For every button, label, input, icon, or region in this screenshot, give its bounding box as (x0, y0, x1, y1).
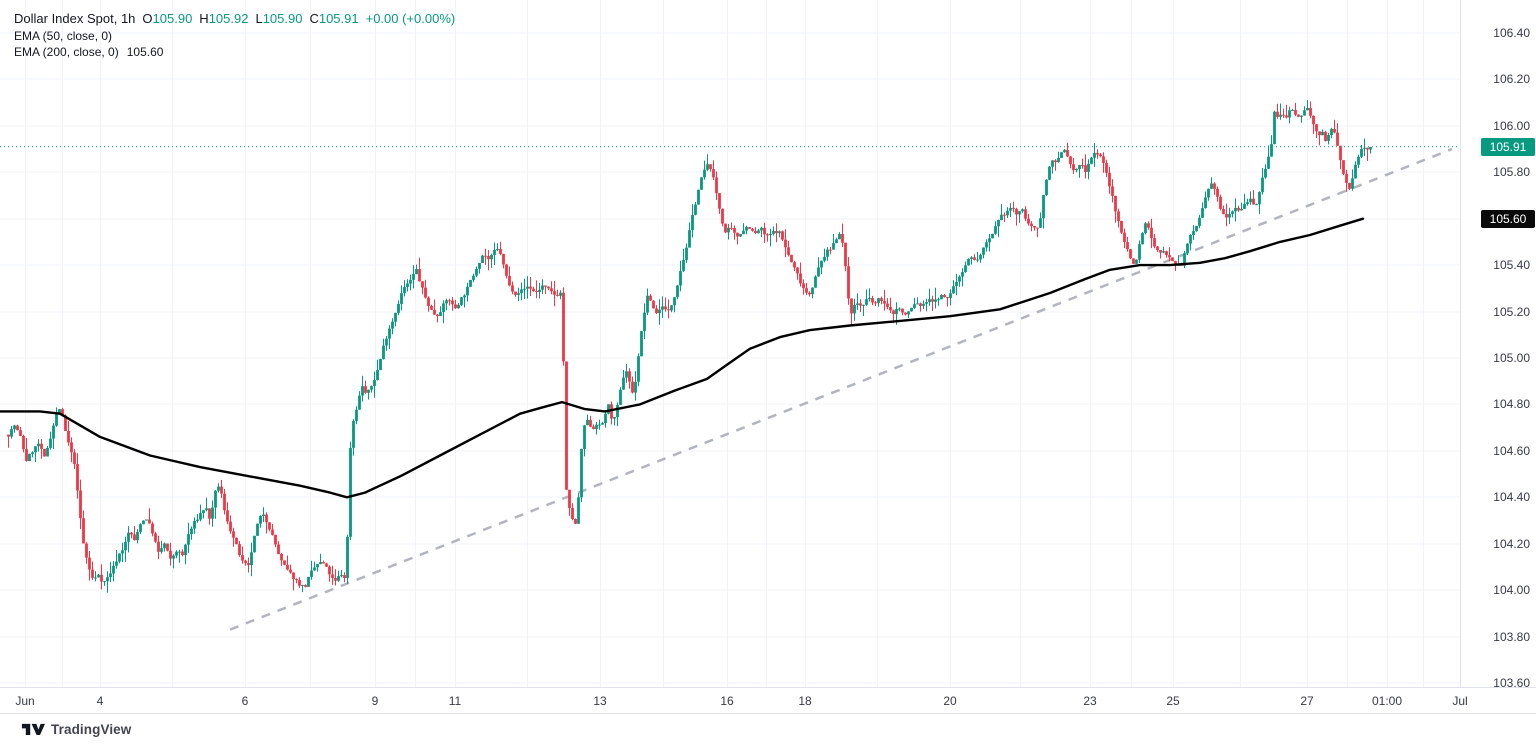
ohlc-change-value: +0.00 (+0.00%) (365, 11, 456, 26)
price-axis-label: 103.60 (1493, 676, 1530, 690)
time-axis-label: 20 (943, 694, 957, 708)
price-axis-label: 103.80 (1493, 629, 1530, 644)
price-axis-label: 106.20 (1493, 72, 1530, 87)
price-axis-label: 104.00 (1493, 583, 1530, 598)
tradingview-logo-text: TradingView (51, 721, 132, 737)
ohlc-low-label: L (255, 11, 263, 26)
ema200-label: EMA (200, close, 0) (14, 45, 119, 59)
price-axis-label: 105.40 (1493, 258, 1530, 273)
price-axis-label: 104.60 (1493, 443, 1530, 458)
legend-indicator-row-ema200[interactable]: EMA (200, close, 0) 105.60 (14, 44, 455, 60)
ohlc-close-value: 105.91 (318, 11, 359, 26)
ohlc-open-value: 105.90 (152, 11, 193, 26)
tradingview-logo-icon (21, 723, 45, 735)
ohlc-high-value: 105.92 (208, 11, 249, 26)
legend-symbol-row[interactable]: Dollar Index Spot, 1h O105.90 H105.92 L105.… (14, 9, 455, 28)
price-chart-canvas[interactable] (0, 0, 1460, 687)
ohlc-close-label: C (309, 11, 319, 26)
watermark-bar: TradingView (0, 713, 1536, 744)
time-axis-label: 6 (241, 694, 249, 708)
tradingview-logo-link[interactable]: TradingView (21, 720, 131, 738)
time-axis-label: Jul (1452, 694, 1468, 708)
ema50-label: EMA (50, close, 0) (14, 29, 113, 43)
time-axis-label: 27 (1300, 694, 1314, 708)
ema-value-badge: 105.60 (1481, 209, 1535, 228)
gridlines (0, 0, 1460, 687)
time-axis-label: 16 (720, 694, 734, 708)
trendline (229, 147, 1453, 631)
price-axis-label: 106.00 (1493, 118, 1530, 133)
price-axis-label: 104.20 (1493, 536, 1530, 551)
ema200-line (0, 217, 1365, 499)
time-axis-label: 13 (593, 694, 607, 708)
time-axis-label: 23 (1083, 694, 1097, 708)
time-axis-label: 9 (371, 694, 379, 708)
legend-indicator-row-ema50[interactable]: EMA (50, close, 0) (14, 28, 455, 44)
legend: Dollar Index Spot, 1h O105.90 H105.92 L105.… (14, 9, 455, 60)
ohlc-open-label: O (142, 11, 153, 26)
time-axis-label: Jun (15, 694, 35, 708)
time-axis-label: 18 (798, 694, 812, 708)
price-axis[interactable]: 106.40 106.20 106.00 105.80 105.60 105.40 105.… (1460, 0, 1536, 690)
price-axis-label: 105.20 (1493, 304, 1530, 319)
ema200-value: 105.60 (126, 45, 164, 59)
price-axis-label: 106.40 (1493, 26, 1530, 40)
price-axis-label: 104.80 (1493, 397, 1530, 412)
candlesticks (7, 100, 1372, 593)
ohlc-low-value: 105.90 (262, 11, 303, 26)
price-axis-label: 104.40 (1493, 490, 1530, 505)
price-axis-label: 105.80 (1493, 165, 1530, 180)
time-axis-label: 25 (1166, 694, 1180, 708)
time-axis-label: 4 (96, 694, 104, 708)
current-price-badge: 105.91 (1481, 137, 1535, 156)
time-axis[interactable]: Jun 4 6 9 11 13 16 18 20 23 25 27 01:00 Jul (0, 687, 1536, 714)
time-axis-label: 11 (448, 694, 462, 708)
time-axis-label: 01:00 (1371, 694, 1403, 708)
symbol-title: Dollar Index Spot, 1h (14, 11, 136, 26)
price-axis-label: 105.00 (1493, 351, 1530, 365)
ohlc-high-label: H (199, 11, 209, 26)
